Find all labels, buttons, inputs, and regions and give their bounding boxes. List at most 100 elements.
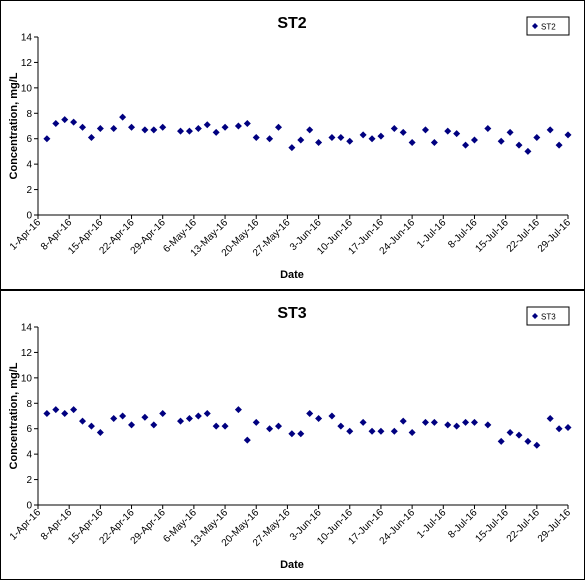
data-point xyxy=(266,135,274,143)
data-point xyxy=(408,139,416,147)
data-point xyxy=(564,423,572,431)
data-point xyxy=(185,415,193,423)
data-point xyxy=(177,127,185,135)
data-point xyxy=(328,412,336,420)
data-point xyxy=(212,422,220,430)
data-point xyxy=(470,136,478,144)
data-point xyxy=(159,409,167,417)
data-point xyxy=(546,415,554,423)
data-point xyxy=(421,126,429,134)
data-point xyxy=(52,119,60,127)
data-point xyxy=(315,415,323,423)
data-point xyxy=(408,429,416,437)
y-tick-label: 6 xyxy=(26,134,32,145)
data-point xyxy=(234,406,242,414)
data-point xyxy=(266,425,274,433)
data-point xyxy=(524,147,532,155)
data-point xyxy=(212,128,220,136)
data-point xyxy=(43,409,51,417)
x-axis-label: Date xyxy=(280,269,304,281)
data-point xyxy=(252,418,260,426)
data-point xyxy=(79,417,87,425)
data-point xyxy=(337,133,345,141)
data-point xyxy=(203,121,211,129)
legend-box xyxy=(526,16,570,36)
data-point xyxy=(128,421,136,429)
data-point xyxy=(221,123,229,131)
data-point xyxy=(453,422,461,430)
data-point xyxy=(377,132,385,140)
y-tick-label: 8 xyxy=(26,109,32,120)
y-tick-label: 8 xyxy=(26,399,32,410)
data-point xyxy=(506,128,514,136)
data-point xyxy=(430,418,438,426)
y-tick-label: 0 xyxy=(26,501,32,512)
data-point xyxy=(275,422,283,430)
data-point xyxy=(497,137,505,145)
data-point xyxy=(390,125,398,133)
data-point xyxy=(444,421,452,429)
data-point xyxy=(96,125,104,133)
data-point xyxy=(453,130,461,138)
legend-label: ST2 xyxy=(541,23,556,32)
y-tick-label: 12 xyxy=(21,58,33,69)
y-tick-label: 10 xyxy=(21,373,33,384)
data-point xyxy=(297,136,305,144)
data-point xyxy=(177,417,185,425)
data-point xyxy=(390,427,398,435)
data-point xyxy=(141,413,149,421)
data-point xyxy=(203,409,211,417)
data-point xyxy=(87,133,95,141)
data-point xyxy=(87,422,95,430)
data-point xyxy=(328,133,336,141)
data-point xyxy=(243,119,251,127)
y-tick-label: 12 xyxy=(21,348,33,359)
data-point xyxy=(150,421,158,429)
y-tick-label: 0 xyxy=(26,211,32,222)
data-point xyxy=(243,436,251,444)
data-point xyxy=(252,133,260,141)
legend-label: ST3 xyxy=(541,313,556,322)
data-point xyxy=(119,113,127,121)
y-tick-label: 10 xyxy=(21,83,33,94)
data-point xyxy=(43,135,51,143)
data-point xyxy=(52,406,60,414)
data-point xyxy=(377,427,385,435)
data-point xyxy=(315,139,323,147)
data-point xyxy=(61,409,69,417)
data-point xyxy=(555,141,563,149)
data-point xyxy=(346,427,354,435)
data-point xyxy=(141,126,149,134)
data-point xyxy=(533,441,541,449)
data-point xyxy=(430,139,438,147)
data-point xyxy=(444,127,452,135)
data-point xyxy=(337,422,345,430)
data-point xyxy=(421,418,429,426)
y-tick-label: 2 xyxy=(26,185,32,196)
y-tick-label: 6 xyxy=(26,424,32,435)
data-point xyxy=(159,123,167,131)
chart-title: ST3 xyxy=(277,305,306,322)
data-point xyxy=(533,133,541,141)
data-point xyxy=(70,118,78,126)
data-point xyxy=(399,128,407,136)
data-point xyxy=(79,123,87,131)
y-tick-label: 2 xyxy=(26,475,32,486)
data-point xyxy=(110,415,118,423)
data-point xyxy=(470,418,478,426)
data-point xyxy=(288,144,296,152)
y-tick-label: 14 xyxy=(21,33,33,44)
data-point xyxy=(515,141,523,149)
data-point xyxy=(497,437,505,445)
y-tick-label: 4 xyxy=(26,160,32,171)
legend-box xyxy=(526,306,570,326)
data-point xyxy=(128,123,136,131)
data-point xyxy=(275,123,283,131)
legend-marker xyxy=(532,313,538,319)
data-point xyxy=(515,431,523,439)
legend-marker xyxy=(532,23,538,29)
data-point xyxy=(484,421,492,429)
y-tick-label: 4 xyxy=(26,450,32,461)
